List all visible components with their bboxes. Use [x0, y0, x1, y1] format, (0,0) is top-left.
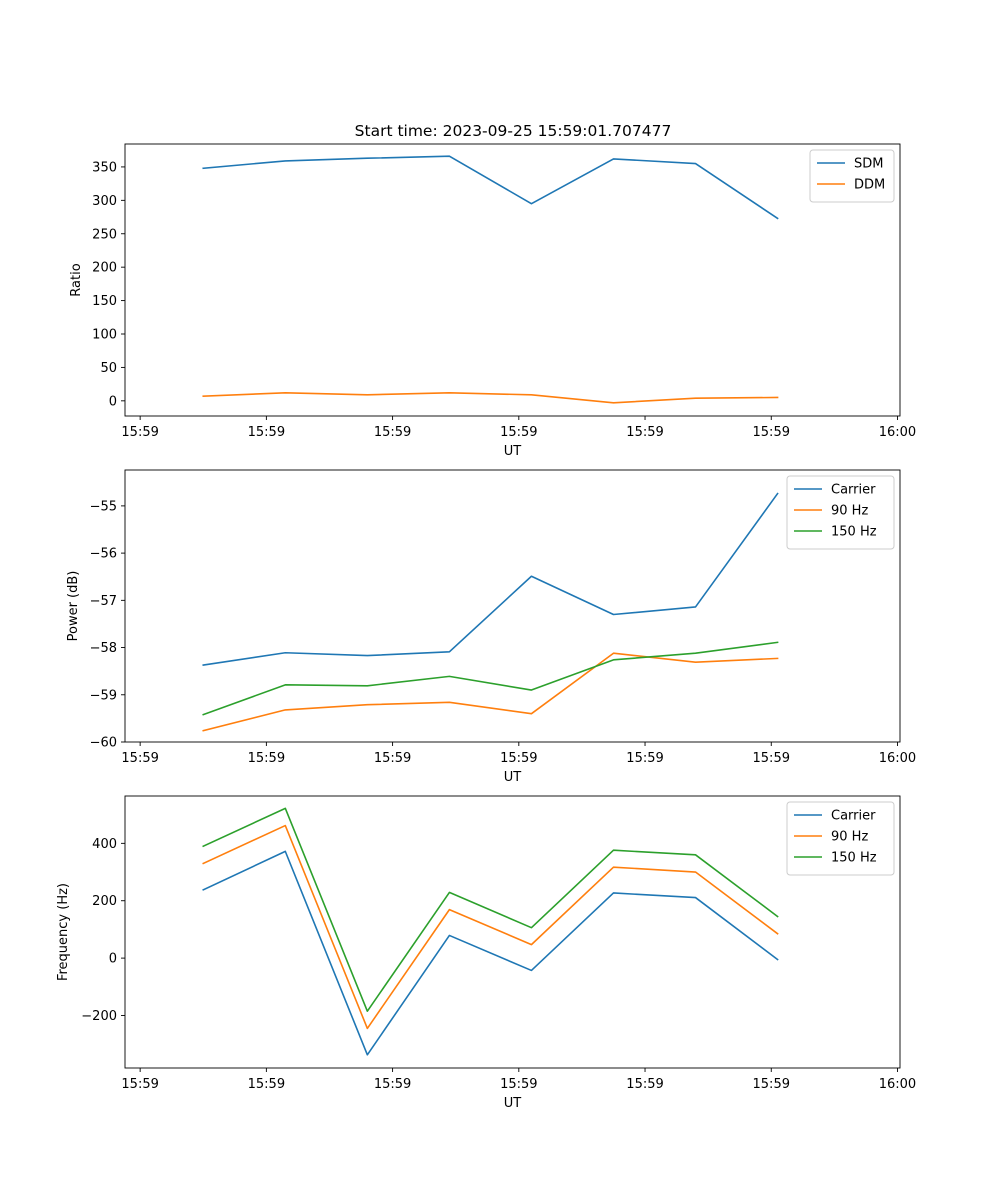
x-tick-label: 15:59 — [121, 1077, 158, 1092]
legend-label: Carrier — [831, 809, 876, 824]
axes-frame — [124, 795, 901, 1069]
series-line-sdm — [202, 155, 779, 220]
series-line-150-hz — [202, 807, 779, 1012]
legend: Carrier 90 Hz 150 Hz — [786, 801, 895, 876]
x-tick-label: 15:59 — [500, 1077, 537, 1092]
x-tick-label: 15:59 — [626, 425, 663, 440]
x-tick-label: 15:59 — [248, 425, 285, 440]
y-tick-label: 150 — [92, 294, 117, 309]
x-tick-label: 15:59 — [500, 425, 537, 440]
series-line-ddm — [202, 392, 779, 404]
y-tick-label: 0 — [109, 952, 117, 967]
legend-label: SDM — [854, 157, 883, 172]
x-tick-label: 15:59 — [753, 425, 790, 440]
x-tick-label: 15:59 — [753, 751, 790, 766]
x-tick-label: 15:59 — [374, 425, 411, 440]
y-tick-label: 200 — [92, 894, 117, 909]
y-tick-label: −55 — [90, 499, 117, 514]
x-tick-label: 15:59 — [121, 751, 158, 766]
y-tick-label: −56 — [90, 547, 117, 562]
x-tick-label: 15:59 — [374, 751, 411, 766]
y-tick-label: 350 — [92, 160, 117, 175]
y-tick-label: −57 — [90, 594, 117, 609]
legend-label: 150 Hz — [831, 851, 877, 866]
axes-frame — [124, 143, 901, 417]
y-tick-label: 250 — [92, 227, 117, 242]
legend: Carrier 90 Hz 150 Hz — [786, 475, 895, 550]
y-tick-label: 400 — [92, 837, 117, 852]
x-axis-title: UT — [504, 1096, 522, 1111]
y-tick-label: 200 — [92, 261, 117, 276]
y-tick-label: 100 — [92, 327, 117, 342]
subplot-1: 15:59 15:59 15:59 15:59 15:59 15:59 16:00 0 50 10… — [69, 143, 916, 459]
series-line-90-hz — [202, 652, 779, 732]
y-tick-label: −60 — [90, 736, 117, 751]
y-tick-label: 0 — [109, 394, 117, 409]
x-tick-label: 16:00 — [879, 1077, 916, 1092]
y-tick-label: 300 — [92, 194, 117, 209]
subplots: 15:59 15:59 15:59 15:59 15:59 15:59 16:00 0 50 10… — [56, 143, 916, 1111]
series-line-150-hz — [202, 641, 779, 716]
subplot-2: 15:59 15:59 15:59 15:59 15:59 15:59 16:00 −60 −5… — [66, 469, 916, 785]
x-tick-label: 15:59 — [121, 425, 158, 440]
x-tick-label: 15:59 — [374, 1077, 411, 1092]
legend-label: 90 Hz — [831, 504, 868, 519]
y-tick-label: −200 — [81, 1009, 117, 1024]
y-tick-label: −58 — [90, 641, 117, 656]
subplot-3: 15:59 15:59 15:59 15:59 15:59 15:59 16:00 −200 0… — [56, 795, 916, 1111]
y-tick-label: −59 — [90, 688, 117, 703]
x-tick-label: 15:59 — [753, 1077, 790, 1092]
legend-label: 90 Hz — [831, 830, 868, 845]
axes-frame — [124, 469, 901, 743]
legend-label: DDM — [854, 178, 885, 193]
y-axis-title: Frequency (Hz) — [56, 883, 71, 981]
x-axis-title: UT — [504, 444, 522, 459]
legend: SDM DDM — [809, 149, 895, 203]
legend-label: Carrier — [831, 483, 876, 498]
y-axis-title: Power (dB) — [66, 571, 81, 642]
x-tick-label: 15:59 — [626, 751, 663, 766]
y-axis-title: Ratio — [69, 263, 84, 296]
x-tick-label: 16:00 — [879, 425, 916, 440]
figure-title: Start time: 2023-09-25 15:59:01.707477 — [355, 122, 672, 140]
legend-label: 150 Hz — [831, 525, 877, 540]
series-line-90-hz — [202, 824, 779, 1030]
x-tick-label: 15:59 — [626, 1077, 663, 1092]
x-axis-title: UT — [504, 770, 522, 785]
series-line-carrier — [202, 492, 779, 666]
x-tick-label: 15:59 — [248, 1077, 285, 1092]
y-tick-label: 50 — [100, 361, 117, 376]
x-tick-label: 15:59 — [500, 751, 537, 766]
series-line-carrier — [202, 850, 779, 1056]
x-tick-label: 15:59 — [248, 751, 285, 766]
x-tick-label: 16:00 — [879, 751, 916, 766]
